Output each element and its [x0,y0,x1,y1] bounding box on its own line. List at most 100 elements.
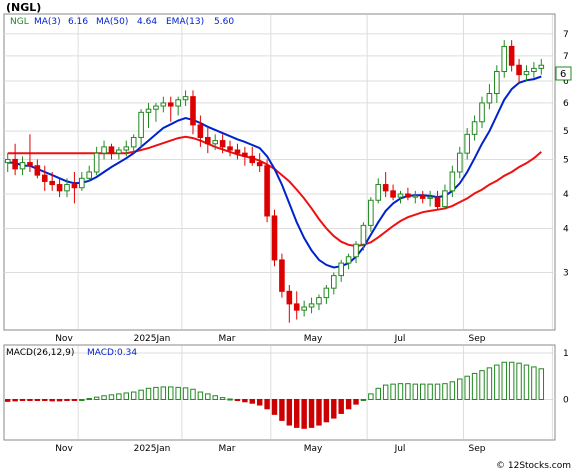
candle-body [108,146,115,154]
macd-bar-negative [323,398,330,423]
legend-ma50-value: 4.64 [137,17,157,27]
legend-symbol: NGL [10,17,29,27]
candle-body [323,287,330,299]
candle-down [419,190,426,204]
macd-x-tick-label: Mar [219,444,236,454]
candle-down [197,115,204,147]
candle-body [197,124,204,138]
candle-body [360,224,367,245]
macd-bar-negative [353,398,359,405]
legend-ma3-label: MA(3) [34,17,61,27]
macd-bar-positive [397,383,404,400]
macd-bar-negative [49,398,55,402]
legend-ma3-value: 6.16 [68,17,88,27]
price-tick-label: 6 [563,77,569,87]
candle-up [93,146,100,176]
candle-down [234,143,241,160]
candle-body [479,102,485,123]
candle-up [360,222,367,251]
candle-body [86,171,93,179]
price-tick-label: 6 [563,99,569,109]
candle-down [27,134,33,172]
candle-body [130,136,137,148]
candle-body [34,165,41,176]
macd-bar-positive [508,361,515,400]
candle-up [175,96,181,116]
macd-bar-positive [130,391,137,400]
candle-down [242,146,248,166]
macd-bar-negative [271,398,278,415]
macd-x-tick-label: Jul [394,444,406,454]
macd-bar-negative [249,398,255,404]
candle-up [138,109,144,147]
macd-bar-positive [219,397,226,400]
macd-bar-positive [168,386,174,400]
candle-up [182,90,189,107]
candle-up [145,102,152,129]
candle-body [494,71,500,94]
candle-down [434,190,441,210]
macd-bar-negative [42,398,48,401]
candle-up [345,253,352,270]
candle-body [160,102,167,107]
macd-bar-positive [123,392,130,400]
macd-bar-positive [360,398,367,401]
candle-up [316,294,322,311]
macd-bar-positive [457,378,463,400]
candle-body [101,146,107,154]
candle-body [212,140,219,145]
candle-down [390,184,396,201]
candle-down [382,172,389,198]
candle-body [293,303,300,311]
candle-down [516,58,522,85]
macd-bar-negative [27,398,33,401]
candle-up [501,40,508,78]
candle-body [301,306,307,311]
candle-down [167,96,174,122]
last-price-badge: 6 [555,66,572,81]
candle-body [153,105,159,110]
candle-body [19,162,26,170]
candle-body [138,111,144,138]
candle-body [427,196,433,199]
candle-body [190,96,196,126]
candle-body [256,162,263,167]
candle-body [167,102,174,107]
macd-bar-positive [390,383,396,400]
macd-bar-positive [412,383,419,400]
macd-bar-negative [264,398,270,410]
x-tick-label: Sep [469,334,486,344]
macd-bar-positive [375,387,381,400]
candle-up [442,184,448,210]
candle-down [256,153,263,172]
price-tick-label: 4 [563,190,569,200]
candle-up [449,165,456,198]
candle-body [449,171,456,192]
candle-up [471,115,478,141]
macd-bar-positive [501,361,507,400]
price-tick-label: 5 [563,155,569,165]
macd-legend-value: MACD:0.34 [87,348,137,358]
candle-up [86,165,93,182]
candle-body [175,99,181,107]
macd-bar-positive [427,383,433,400]
macd-tick-label: 1 [563,349,569,359]
candle-up [64,178,70,198]
macd-bar-positive [538,368,545,400]
macd-bar-positive [531,366,537,400]
candle-up [308,297,315,314]
candle-body [264,165,270,217]
candle-down [249,146,256,166]
macd-bar-negative [345,398,352,410]
macd-bar-negative [331,398,337,419]
candle-down [41,165,48,191]
candle-down [279,253,285,298]
candle-body [56,184,63,192]
candle-body [516,64,522,76]
candle-up [160,96,167,113]
candle-body [405,193,411,198]
candle-up [19,156,26,176]
macd-bar-positive [434,383,441,400]
macd-bar-negative [234,398,241,401]
